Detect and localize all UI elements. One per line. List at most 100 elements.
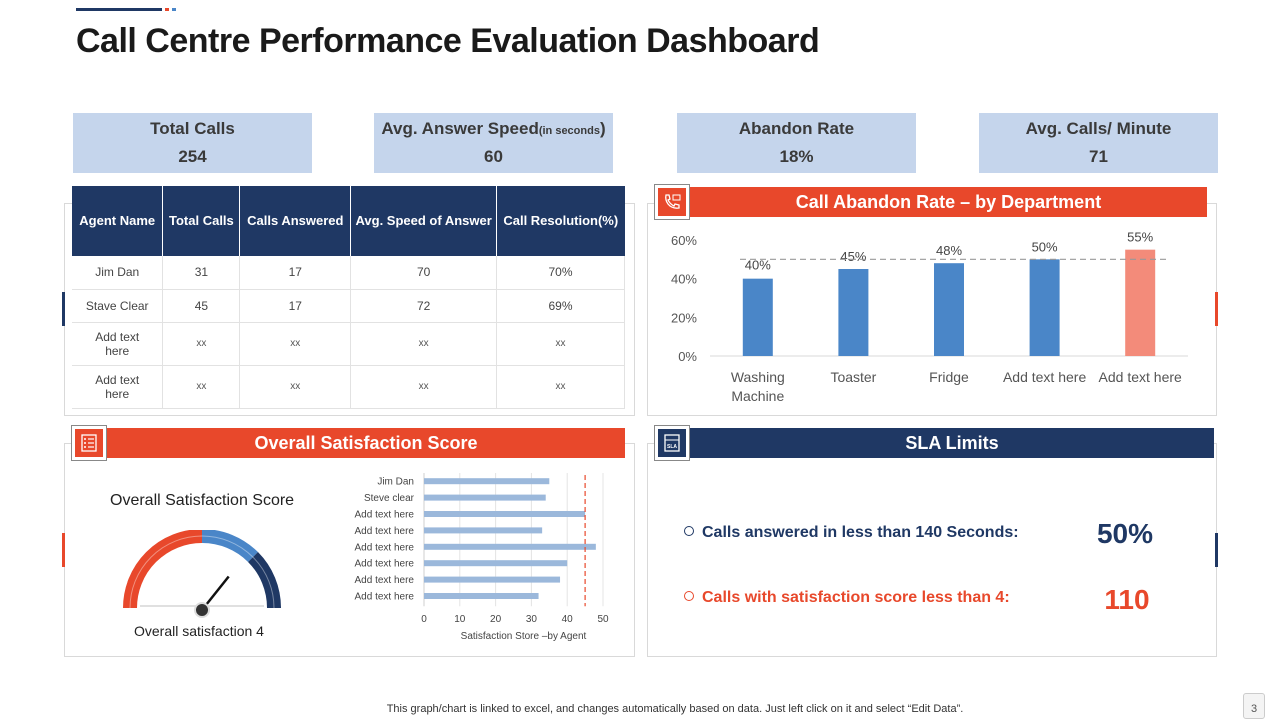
sla-label: Calls with satisfaction score less than … <box>702 589 1010 606</box>
x-axis-label: Satisfaction Store –by Agent <box>461 631 587 642</box>
bar <box>838 269 869 356</box>
satisfaction-header: Overall Satisfaction Score <box>107 428 625 458</box>
bullet-icon <box>684 591 694 601</box>
panel-accent <box>1215 533 1218 567</box>
kpi-label: Avg. Answer Speed(in seconds) <box>381 119 606 138</box>
table-cell: xx <box>239 365 352 409</box>
x-tick-label: 40 <box>562 614 574 625</box>
panel-accent <box>62 292 65 326</box>
y-tick-label: 40% <box>671 272 697 287</box>
agent-satisfaction-chart: Jim Dan Steve clear Add text here Add text … <box>355 473 609 642</box>
bar <box>424 478 550 485</box>
table-cell: Add text here <box>72 322 164 366</box>
data-label: 50% <box>1032 239 1058 254</box>
sla-row-answered: Calls answered in less than 140 Seconds: <box>684 524 1019 542</box>
bar <box>424 576 561 583</box>
y-tick-label: 20% <box>671 310 697 325</box>
gauge-hub <box>194 602 210 618</box>
data-label: 55% <box>1127 230 1153 245</box>
x-tick-label: Fridge <box>929 369 969 385</box>
data-label: 45% <box>840 249 866 264</box>
abandon-rate-chart: 0% 20% 40% 60% 40% Washing Machine 45% Toaster 48… <box>671 230 1188 404</box>
table-cell: xx <box>350 365 498 409</box>
table-cell: 70% <box>496 256 625 290</box>
gauge-mid-segment <box>201 530 258 563</box>
table-cell: 31 <box>162 256 241 290</box>
kpi-avg-answer-speed: Avg. Answer Speed(in seconds) 60 <box>374 113 613 173</box>
bullet-icon <box>684 526 694 536</box>
table-header-total-calls: Total Calls <box>162 186 241 256</box>
table-header-agent-name: Agent Name <box>72 186 164 256</box>
sla-label: Calls answered in less than 140 Seconds: <box>702 524 1019 541</box>
bar <box>1029 259 1060 356</box>
data-label: 40% <box>745 258 771 273</box>
table-cell: 17 <box>239 289 352 323</box>
table-cell: xx <box>496 365 625 409</box>
bar <box>424 593 539 599</box>
title-accent-dot <box>165 8 169 11</box>
x-tick-label: Toaster <box>830 369 876 385</box>
table-cell: xx <box>239 322 352 366</box>
satisfaction-gauge <box>123 530 282 618</box>
table-cell: 17 <box>239 256 352 290</box>
table-row: Add text here xx xx xx xx <box>72 365 625 409</box>
x-tick-label: 0 <box>421 614 427 625</box>
table-cell: 69% <box>496 289 625 323</box>
y-tick-label: Add text here <box>355 559 415 570</box>
sla-row-satisfaction: Calls with satisfaction score less than … <box>684 589 1010 607</box>
sla-value-answered: 50% <box>1096 518 1154 549</box>
table-row: Add text here xx xx xx xx <box>72 322 625 366</box>
checklist-icon <box>71 425 107 461</box>
table-cell: xx <box>496 322 625 366</box>
page-title: Call Centre Performance Evaluation Dashb… <box>76 22 820 60</box>
y-tick-label: Add text here <box>355 592 415 603</box>
table-cell: Add text here <box>72 365 164 409</box>
table-header-call-resolution: Call Resolution(%) <box>496 186 625 256</box>
phone-icon <box>654 184 690 220</box>
bar <box>742 278 773 356</box>
table-cell: Stave Clear <box>72 289 164 323</box>
agent-table: Agent Name Total Calls Calls Answered Av… <box>72 186 625 409</box>
x-tick-label: Add text here <box>1099 369 1182 385</box>
kpi-value: 18% <box>779 147 814 166</box>
data-label: 48% <box>936 243 962 258</box>
x-tick-label: Washing <box>731 369 785 385</box>
bar <box>424 511 586 517</box>
x-tick-label: 30 <box>526 614 538 625</box>
panel-accent <box>1215 292 1218 326</box>
title-accent-dot <box>172 8 176 11</box>
x-tick-label: Add text here <box>1003 369 1086 385</box>
sla-panel <box>647 443 1217 657</box>
footer-note: This graph/chart is linked to excel, and… <box>386 703 964 715</box>
kpi-value: 71 <box>1089 147 1108 166</box>
gauge-arc-outline <box>129 535 275 609</box>
gauge-low-segment <box>123 530 203 609</box>
table-cell: xx <box>162 365 241 409</box>
kpi-abandon-rate: Abandon Rate 18% <box>677 113 916 173</box>
table-cell: 45 <box>162 289 241 323</box>
gauge-caption: Overall satisfaction 4 <box>134 623 264 639</box>
kpi-label: Avg. Calls/ Minute <box>1025 119 1172 138</box>
bar <box>424 543 596 550</box>
y-tick-label: 0% <box>678 349 697 364</box>
y-tick-label: Add text here <box>355 575 415 586</box>
x-tick-label: 10 <box>454 614 466 625</box>
kpi-value: 254 <box>178 147 207 166</box>
bar <box>424 527 543 534</box>
page-number: 3 <box>1243 693 1265 719</box>
table-cell: xx <box>162 322 241 366</box>
gauge-high-segment <box>247 552 282 609</box>
abandon-chart-header: Call Abandon Rate – by Department <box>690 187 1207 217</box>
sla-value-satisfaction: 110 <box>1104 584 1150 615</box>
x-tick-label: 50 <box>597 614 609 625</box>
x-tick-label: Machine <box>731 388 784 404</box>
gauge-title: Overall Satisfaction Score <box>110 492 295 509</box>
svg-text:SLA: SLA <box>667 444 677 450</box>
y-tick-label: Add text here <box>355 542 415 553</box>
bar <box>424 494 546 501</box>
y-tick-label: Add text here <box>355 526 415 537</box>
y-tick-label: 60% <box>671 233 697 248</box>
table-header-avg-speed: Avg. Speed of Answer <box>350 186 498 256</box>
kpi-total-calls: Total Calls 254 <box>73 113 312 173</box>
table-cell: xx <box>350 322 498 366</box>
